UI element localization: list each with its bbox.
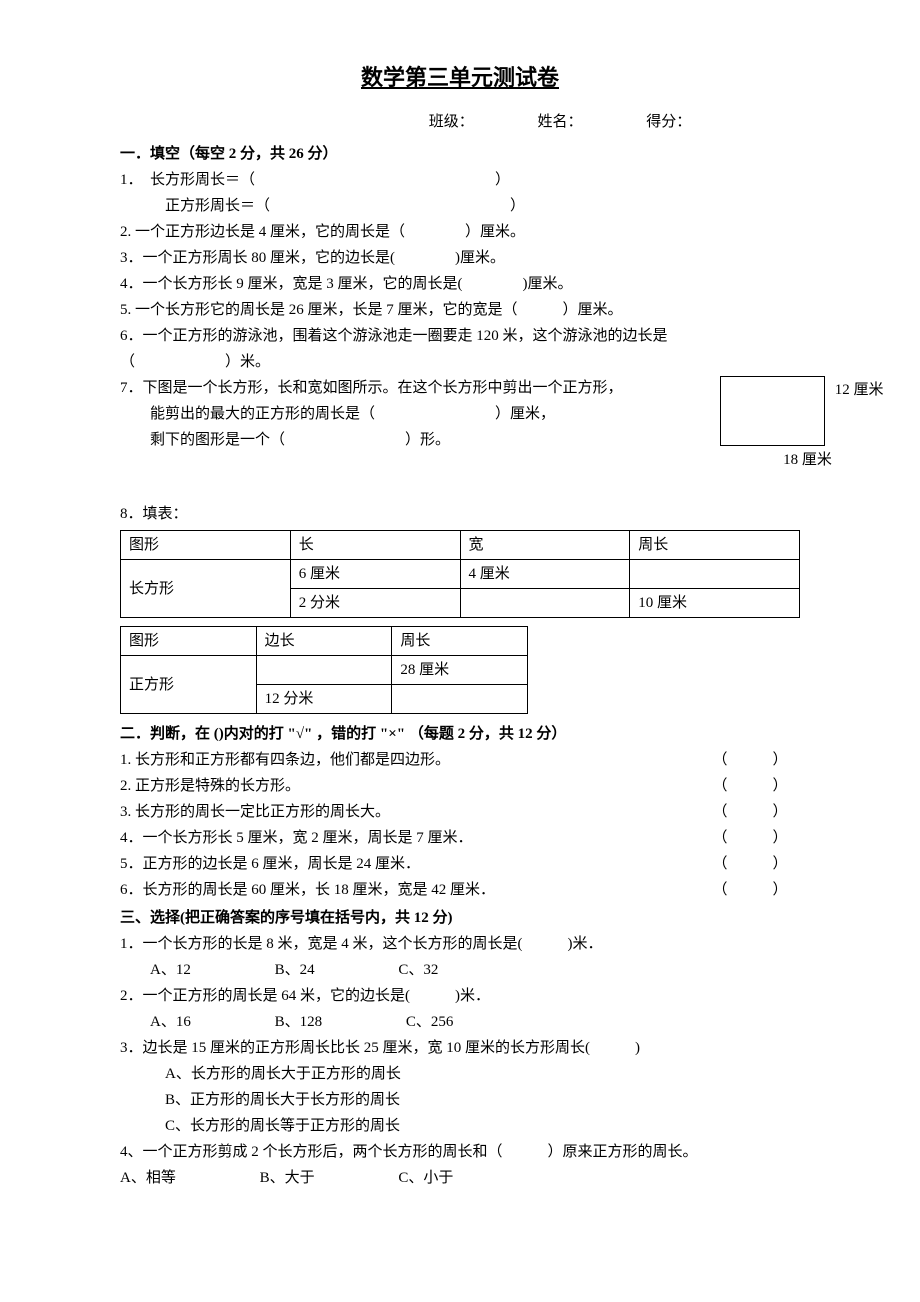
t2-r2-c1: 12 分米	[256, 685, 392, 714]
s3-q4-b: B、大于	[260, 1166, 315, 1190]
tf-text-5: 5．正方形的边长是 6 厘米，周长是 24 厘米．	[120, 852, 700, 876]
score-field: 得分：	[646, 110, 691, 134]
s1-q7b: 能剪出的最大的正方形的周长是（ ）厘米，	[120, 402, 800, 426]
tf-text-1: 1. 长方形和正方形都有四条边，他们都是四边形。	[120, 748, 700, 772]
t2-h0: 图形	[121, 627, 257, 656]
rectangle-box	[720, 376, 825, 446]
s1-q4: 4．一个长方形长 9 厘米，宽是 3 厘米，它的周长是( )厘米。	[120, 272, 800, 296]
t1-r2-c3: 10 厘米	[630, 589, 800, 618]
s1-q8: 8．填表：	[120, 502, 800, 526]
tf-item-2: 2. 正方形是特殊的长方形。（ ）	[120, 774, 800, 798]
s1-q6a: 6．一个正方形的游泳池，围着这个游泳池走一圈要走 120 米，这个游泳池的边长是	[120, 324, 800, 348]
table-square: 图形 边长 周长 正方形 28 厘米 12 分米	[120, 626, 528, 714]
section1-header: 一．填空（每空 2 分，共 26 分）	[120, 142, 800, 166]
rect-width-label: 18 厘米	[755, 448, 860, 472]
s1-q5: 5. 一个长方形它的周长是 26 厘米，长是 7 厘米，它的宽是（ ）厘米。	[120, 298, 800, 322]
t1-r2-c2	[460, 589, 630, 618]
header-fields: 班级： 姓名： 得分：	[120, 110, 800, 134]
tf-item-3: 3. 长方形的周长一定比正方形的周长大。（ ）	[120, 800, 800, 824]
tf-paren-6: （ ）	[700, 878, 800, 902]
s3-q4-opts: A、相等 B、大于 C、小于	[120, 1166, 800, 1190]
t2-r2-c2	[392, 685, 528, 714]
t1-shape: 长方形	[121, 560, 291, 618]
tf-text-3: 3. 长方形的周长一定比正方形的周长大。	[120, 800, 700, 824]
page-title: 数学第三单元测试卷	[120, 60, 800, 95]
tf-item-1: 1. 长方形和正方形都有四条边，他们都是四边形。（ ）	[120, 748, 800, 772]
s1-q7a: 7．下图是一个长方形，长和宽如图所示。在这个长方形中剪出一个正方形，	[120, 376, 800, 400]
rectangle-figure: 12 厘米 18 厘米	[720, 376, 890, 472]
t1-r1-c3	[630, 560, 800, 589]
tf-item-4: 4．一个长方形长 5 厘米，宽 2 厘米，周长是 7 厘米．（ ）	[120, 826, 800, 850]
t1-h2: 宽	[460, 531, 630, 560]
t1-r1-c2: 4 厘米	[460, 560, 630, 589]
s3-q2-opts: A、16 B、128 C、256	[120, 1010, 800, 1034]
s3-q3: 3．边长是 15 厘米的正方形周长比长 25 厘米，宽 10 厘米的长方形周长(…	[120, 1036, 800, 1060]
tf-paren-4: （ ）	[700, 826, 800, 850]
t2-r1-c2: 28 厘米	[392, 656, 528, 685]
s3-q3-b: B、正方形的周长大于长方形的周长	[120, 1088, 800, 1112]
s3-q2-b: B、128	[275, 1010, 323, 1034]
s3-q1: 1．一个长方形的长是 8 米，宽是 4 米，这个长方形的周长是( )米．	[120, 932, 800, 956]
s3-q1-opts: A、12 B、24 C、32	[120, 958, 800, 982]
t1-h0: 图形	[121, 531, 291, 560]
s1-q1b: 正方形周长＝（ ）	[120, 194, 800, 218]
s3-q3-c: C、长方形的周长等于正方形的周长	[120, 1114, 800, 1138]
t1-h1: 长	[290, 531, 460, 560]
s3-q2-a: A、16	[150, 1010, 191, 1034]
s3-q4-c: C、小于	[398, 1166, 453, 1190]
rect-height-label: 12 厘米	[835, 376, 884, 402]
s1-q1a: 1． 长方形周长＝（ ）	[120, 168, 800, 192]
t2-h2: 周长	[392, 627, 528, 656]
tf-paren-1: （ ）	[700, 748, 800, 772]
t2-r1-c1	[256, 656, 392, 685]
s3-q4-a: A、相等	[120, 1166, 176, 1190]
tf-item-6: 6．长方形的周长是 60 厘米，长 18 厘米，宽是 42 厘米．（ ）	[120, 878, 800, 902]
table-rectangle: 图形 长 宽 周长 长方形 6 厘米 4 厘米 2 分米 10 厘米	[120, 530, 800, 618]
tf-paren-5: （ ）	[700, 852, 800, 876]
q7-figure-wrap: 7．下图是一个长方形，长和宽如图所示。在这个长方形中剪出一个正方形， 能剪出的最…	[120, 376, 800, 452]
class-field: 班级：	[429, 110, 474, 134]
s3-q2: 2．一个正方形的周长是 64 米，它的边长是( )米．	[120, 984, 800, 1008]
s1-q2: 2. 一个正方形边长是 4 厘米，它的周长是（ ）厘米。	[120, 220, 800, 244]
tf-paren-3: （ ）	[700, 800, 800, 824]
t1-r2-c1: 2 分米	[290, 589, 460, 618]
t1-h3: 周长	[630, 531, 800, 560]
s1-q7c: 剩下的图形是一个（ ）形。	[120, 428, 800, 452]
s3-q1-b: B、24	[275, 958, 315, 982]
section3-header: 三、选择(把正确答案的序号填在括号内，共 12 分)	[120, 906, 800, 930]
name-field: 姓名：	[537, 110, 582, 134]
s1-q3: 3．一个正方形周长 80 厘米，它的边长是( )厘米。	[120, 246, 800, 270]
s3-q2-c: C、256	[406, 1010, 454, 1034]
s1-q6b: （ ）米。	[120, 350, 800, 374]
tf-text-4: 4．一个长方形长 5 厘米，宽 2 厘米，周长是 7 厘米．	[120, 826, 700, 850]
tf-paren-2: （ ）	[700, 774, 800, 798]
tf-item-5: 5．正方形的边长是 6 厘米，周长是 24 厘米．（ ）	[120, 852, 800, 876]
tf-text-2: 2. 正方形是特殊的长方形。	[120, 774, 700, 798]
t2-shape: 正方形	[121, 656, 257, 714]
s3-q4: 4、一个正方形剪成 2 个长方形后，两个长方形的周长和（ ）原来正方形的周长。	[120, 1140, 800, 1164]
s3-q1-c: C、32	[398, 958, 438, 982]
s3-q3-a: A、长方形的周长大于正方形的周长	[120, 1062, 800, 1086]
t2-h1: 边长	[256, 627, 392, 656]
tf-text-6: 6．长方形的周长是 60 厘米，长 18 厘米，宽是 42 厘米．	[120, 878, 700, 902]
t1-r1-c1: 6 厘米	[290, 560, 460, 589]
s3-q1-a: A、12	[150, 958, 191, 982]
section2-header: 二．判断，在 ()内对的打 "√" ，错的打 "×" （每题 2 分，共 12 …	[120, 722, 800, 746]
